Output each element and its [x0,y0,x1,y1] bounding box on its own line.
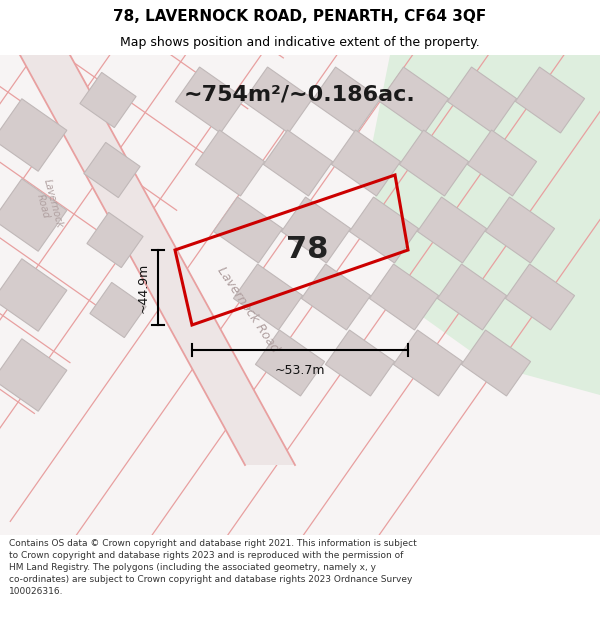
Polygon shape [394,330,463,396]
Polygon shape [301,264,371,330]
Polygon shape [467,130,536,196]
Polygon shape [196,130,265,196]
Polygon shape [233,264,302,330]
Polygon shape [379,67,449,133]
Text: Lavernock
Road: Lavernock Road [31,178,65,232]
Polygon shape [87,213,143,268]
Polygon shape [80,72,136,127]
Polygon shape [256,330,325,396]
Text: 78, LAVERNOCK ROAD, PENARTH, CF64 3QF: 78, LAVERNOCK ROAD, PENARTH, CF64 3QF [113,9,487,24]
Polygon shape [418,197,487,263]
Polygon shape [370,55,600,395]
Polygon shape [90,282,146,338]
Text: ~44.9m: ~44.9m [137,262,150,312]
Polygon shape [461,330,530,396]
Polygon shape [20,55,295,465]
Text: Lavernock Road: Lavernock Road [215,265,281,355]
Polygon shape [175,67,245,133]
Text: 78: 78 [286,236,329,264]
Text: Contains OS data © Crown copyright and database right 2021. This information is : Contains OS data © Crown copyright and d… [9,539,417,596]
Polygon shape [437,264,506,330]
Polygon shape [325,330,395,396]
Polygon shape [349,197,419,263]
Polygon shape [515,67,584,133]
Polygon shape [311,67,380,133]
Polygon shape [0,339,67,411]
Polygon shape [84,142,140,198]
Polygon shape [281,197,350,263]
Text: Map shows position and indicative extent of the property.: Map shows position and indicative extent… [120,36,480,49]
Polygon shape [0,99,67,171]
Polygon shape [448,67,517,133]
Polygon shape [370,264,439,330]
Text: ~53.7m: ~53.7m [275,364,325,377]
Polygon shape [400,130,469,196]
Polygon shape [331,130,401,196]
Text: ~754m²/~0.186ac.: ~754m²/~0.186ac. [184,85,416,105]
Polygon shape [263,130,332,196]
Polygon shape [0,259,67,331]
Polygon shape [505,264,575,330]
Polygon shape [485,197,554,263]
Polygon shape [214,197,283,263]
Polygon shape [0,179,67,251]
Polygon shape [0,55,600,535]
Polygon shape [244,67,313,133]
